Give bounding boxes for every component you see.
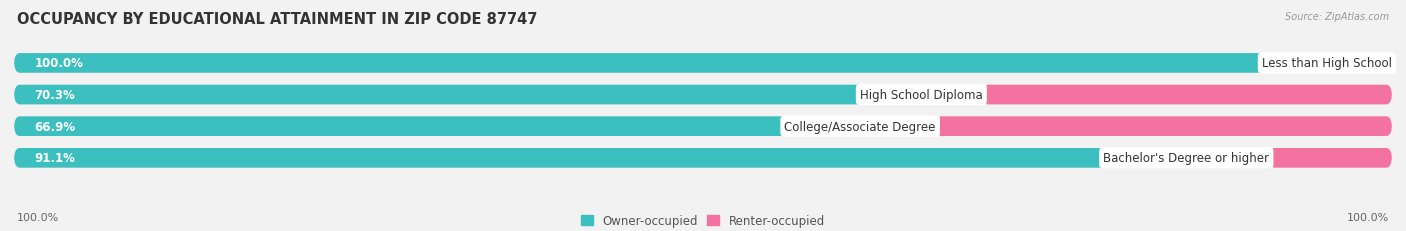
Legend: Owner-occupied, Renter-occupied: Owner-occupied, Renter-occupied: [581, 214, 825, 227]
Text: 100.0%: 100.0%: [17, 212, 59, 222]
FancyBboxPatch shape: [14, 85, 1392, 105]
FancyBboxPatch shape: [14, 148, 1270, 168]
FancyBboxPatch shape: [14, 117, 1392, 136]
Text: 70.3%: 70.3%: [35, 89, 76, 102]
FancyBboxPatch shape: [14, 117, 936, 136]
FancyBboxPatch shape: [14, 54, 1392, 73]
Text: 100.0%: 100.0%: [35, 57, 83, 70]
FancyBboxPatch shape: [936, 117, 1392, 136]
Text: 66.9%: 66.9%: [35, 120, 76, 133]
Text: OCCUPANCY BY EDUCATIONAL ATTAINMENT IN ZIP CODE 87747: OCCUPANCY BY EDUCATIONAL ATTAINMENT IN Z…: [17, 12, 537, 27]
Text: 100.0%: 100.0%: [1347, 212, 1389, 222]
FancyBboxPatch shape: [14, 148, 1392, 168]
FancyBboxPatch shape: [1270, 148, 1392, 168]
FancyBboxPatch shape: [14, 54, 1392, 73]
Text: College/Associate Degree: College/Associate Degree: [785, 120, 936, 133]
Text: 91.1%: 91.1%: [35, 152, 76, 165]
Text: Bachelor's Degree or higher: Bachelor's Degree or higher: [1104, 152, 1270, 165]
FancyBboxPatch shape: [14, 85, 983, 105]
FancyBboxPatch shape: [983, 85, 1392, 105]
Text: Less than High School: Less than High School: [1263, 57, 1392, 70]
Text: Source: ZipAtlas.com: Source: ZipAtlas.com: [1285, 12, 1389, 21]
Text: High School Diploma: High School Diploma: [860, 89, 983, 102]
